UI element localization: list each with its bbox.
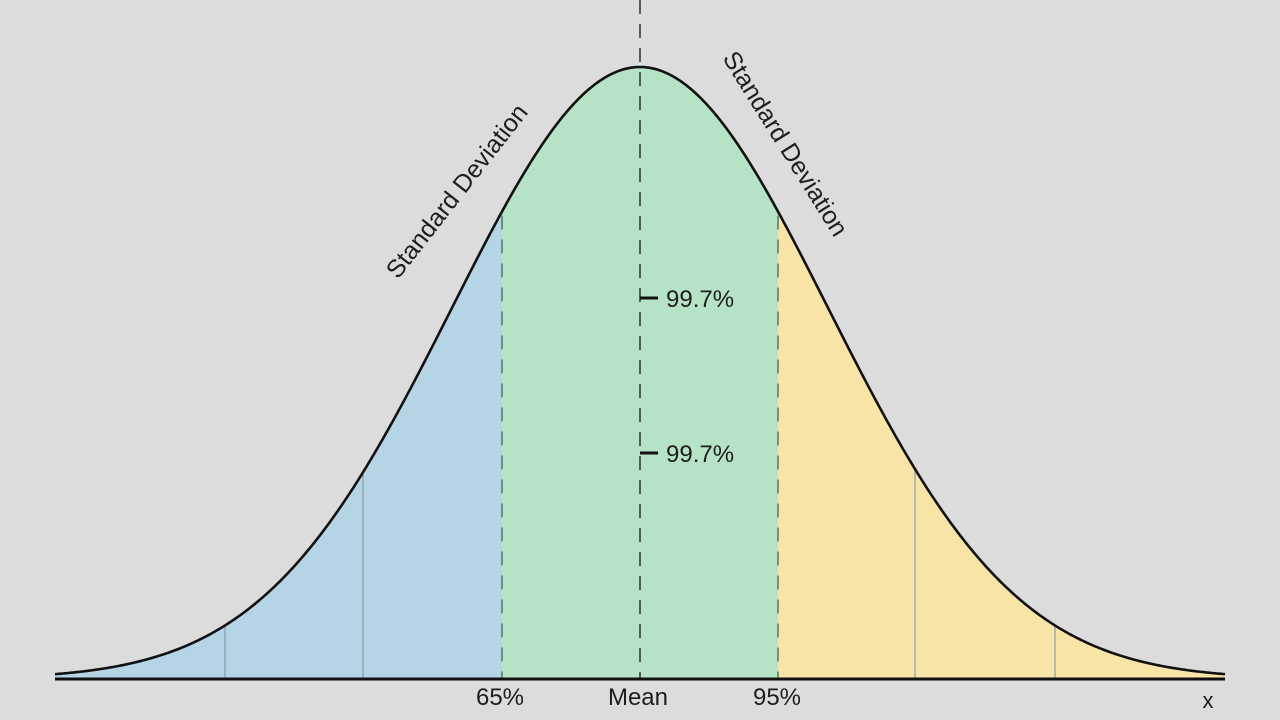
tick-label-95: 95% [753, 684, 801, 711]
tick-label-65: 65% [476, 684, 524, 711]
bell-curve-line [54, 65, 1226, 676]
x-axis-label: x [1203, 688, 1214, 713]
pct-upper-label: 99.7% [666, 286, 734, 313]
pct-lower-label: 99.7% [666, 441, 734, 468]
tick-label-mean: Mean [608, 684, 668, 711]
divider-lines [224, 215, 1056, 679]
region-right [778, 211, 1225, 680]
region-left [55, 211, 502, 680]
